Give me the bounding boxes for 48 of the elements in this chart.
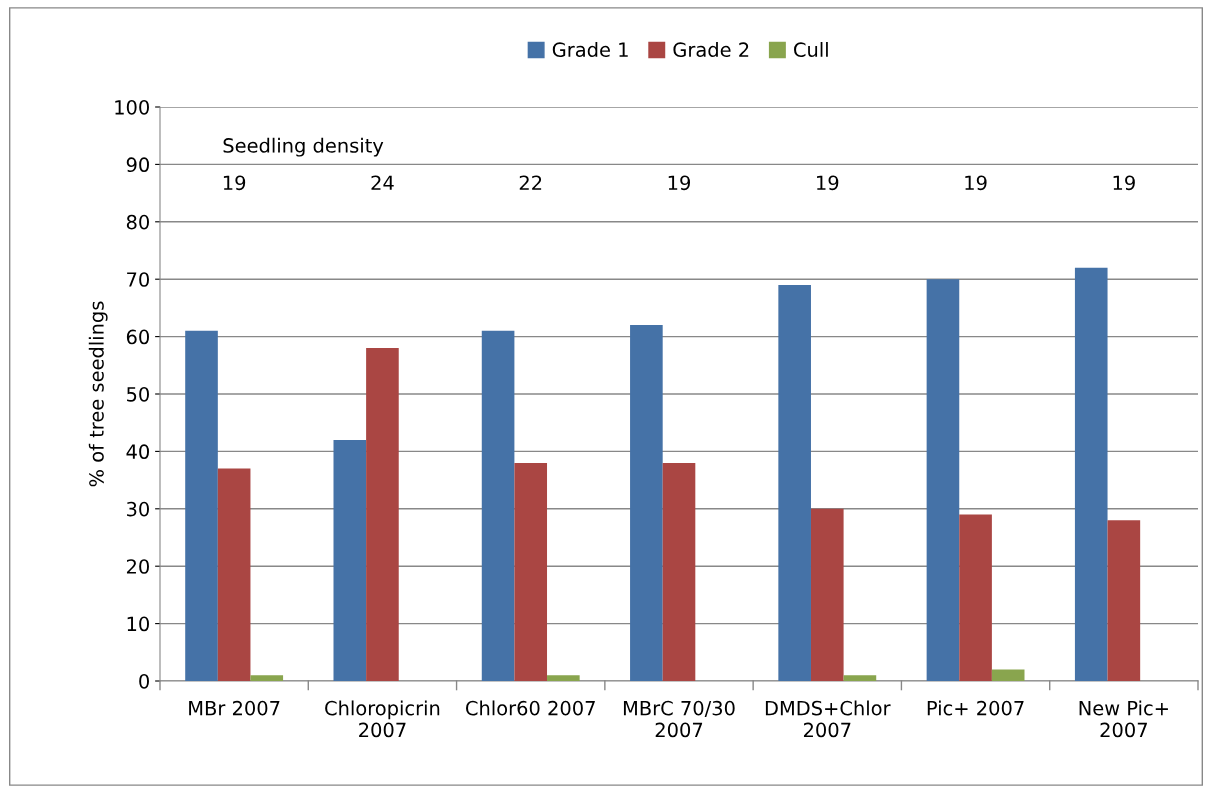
bar [250,675,284,681]
annotation: 19 [817,175,839,191]
y-tick-label: 70 [127,272,149,287]
annotation: 19 [668,175,690,191]
annotation: 24 [371,175,394,190]
y-tick-label: 20 [126,559,149,574]
annotation: 19 [965,175,987,191]
bar [991,669,1025,681]
bar [1074,267,1108,681]
x-tick-label: MBrC 70/30 2007 [623,700,735,738]
y-tick-label: 30 [127,501,149,517]
bar [217,468,251,681]
bar [926,279,960,681]
x-tick-label: Pic+ 2007 [927,700,1024,716]
x-tick-label: Chlor60 2007 [466,700,595,716]
bar [959,514,992,681]
bar [1107,520,1141,681]
bar [810,508,844,681]
y-tick-label: 10 [127,616,149,632]
bar [366,348,399,681]
y-tick-label: 80 [126,214,149,230]
legend-label: Grade 1 [552,41,628,58]
bar [843,675,877,681]
bar [481,330,515,681]
y-tick-label: 40 [126,444,149,460]
x-tick-label: DMDS+Chlor 2007 [765,700,891,738]
bar [547,675,580,681]
legend-label: Grade 2 [673,41,749,58]
bar [630,325,663,681]
y-tick-label: 90 [126,157,149,173]
x-tick-label: New Pic+ 2007 [1079,700,1168,738]
annotation: 19 [1113,175,1135,191]
bar [514,462,548,681]
bar [662,462,696,681]
y-axis-title: % of tree seedlings [88,301,108,487]
x-tick-label: Chloropicrin 2007 [325,700,440,738]
y-tick-label: 100 [115,99,149,115]
annotation: Seedling density [223,137,384,157]
y-tick-label: 60 [126,329,149,345]
bar [778,284,811,681]
legend-label: Cull [794,41,828,58]
y-tick-label: 50 [127,386,149,402]
annotation: 19 [223,175,246,191]
bar [185,330,218,681]
y-tick-label: 0 [139,673,149,689]
x-tick-label: MBr 2007 [189,700,280,716]
annotation: 22 [519,175,542,190]
bar [333,439,367,681]
